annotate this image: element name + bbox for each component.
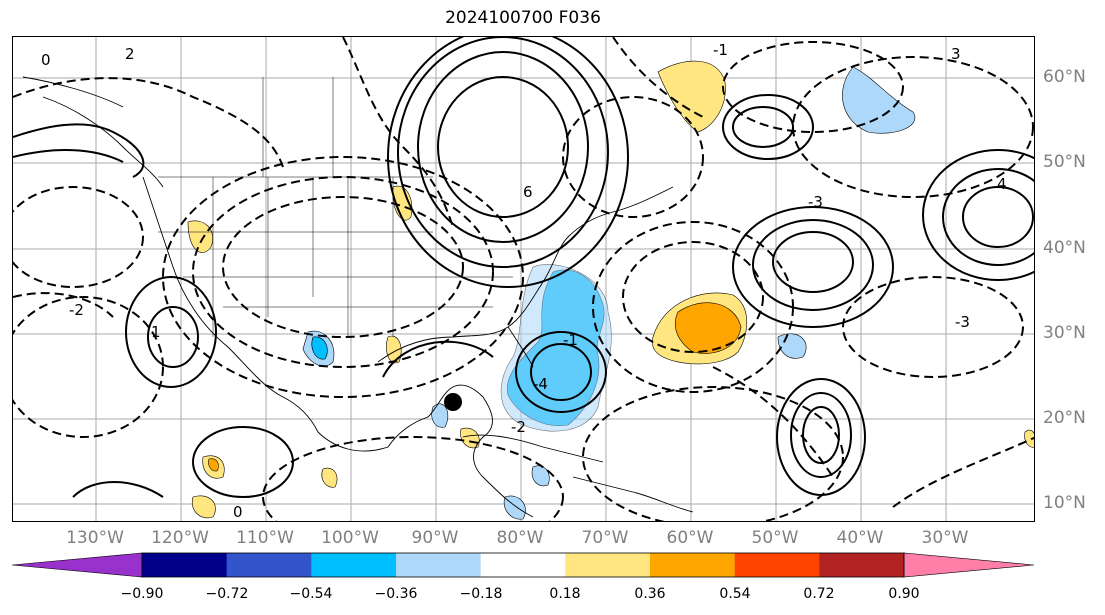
colorbar-segment [565, 553, 651, 577]
lon-label: 80°W [496, 528, 544, 548]
lon-label: 70°W [581, 528, 629, 548]
colorbar-segment [142, 553, 228, 577]
colorbar-segment [396, 553, 482, 577]
lat-label: 50°N [1043, 152, 1086, 172]
lon-label: 60°W [666, 528, 714, 548]
lat-label: 20°N [1043, 408, 1086, 428]
colorbar-segment [480, 553, 566, 577]
map-panel: 2 0 -2 -4 4 -1 1 -3 6 3 0 -2 -1 -3 [12, 36, 1035, 522]
colorbar-tick: 0.72 [803, 586, 835, 602]
lon-label: 110°W [236, 528, 294, 548]
lat-label: 10°N [1043, 493, 1086, 513]
colorbar-tick: −0.18 [459, 586, 503, 602]
lon-label: 90°W [411, 528, 459, 548]
contour-label: -1 [713, 41, 728, 59]
contour-label: 0 [233, 503, 243, 521]
contour-label: 6 [523, 183, 533, 201]
contour-label: -2 [69, 301, 84, 319]
contour-label: 3 [951, 45, 961, 63]
dashed-contours [13, 37, 1034, 521]
colorbar-tick: 0.54 [719, 586, 751, 602]
contour-label: -1 [563, 331, 578, 349]
contour-label: -3 [955, 313, 970, 331]
colorbar-over-arrow [903, 552, 1035, 578]
lon-label: 120°W [151, 528, 209, 548]
colorbar-segment [311, 553, 397, 577]
graticule [13, 37, 1034, 521]
lon-label: 30°W [921, 528, 969, 548]
colorbar-segment [734, 553, 820, 577]
colorbar-tick: −0.90 [120, 586, 164, 602]
shaded-anomalies [187, 60, 1034, 520]
colorbar-segments [142, 553, 905, 577]
contour-label: -4 [533, 375, 548, 393]
contour-label: 0 [41, 51, 51, 69]
colorbar-segment [650, 553, 736, 577]
lat-label: 30°N [1043, 323, 1086, 343]
colorbar [11, 552, 1035, 578]
colorbar-segment [226, 553, 312, 577]
political-borders [158, 77, 513, 337]
weather-map: 2 0 -2 -4 4 -1 1 -3 6 3 0 -2 -1 -3 [13, 37, 1034, 521]
solid-contours [13, 37, 1034, 498]
contour-label: -2 [511, 418, 526, 436]
contour-label: 2 [125, 45, 135, 63]
colorbar-tick: 0.36 [634, 586, 666, 602]
map-title: 2024100700 F036 [445, 8, 601, 28]
colorbar-under-arrow [11, 552, 143, 578]
contour-label: -3 [808, 193, 823, 211]
colorbar-tick: −0.54 [289, 586, 333, 602]
colorbar-segment [819, 553, 905, 577]
storm-position-marker [444, 393, 462, 411]
lon-label: 130°W [66, 528, 124, 548]
lon-label: 40°W [836, 528, 884, 548]
colorbar-tick: −0.36 [374, 586, 418, 602]
colorbar-tick: −0.72 [205, 586, 249, 602]
contour-label: 4 [997, 175, 1007, 193]
colorbar-tick: 0.18 [549, 586, 581, 602]
lat-label: 40°N [1043, 238, 1086, 258]
lat-label: 60°N [1043, 67, 1086, 87]
lon-label: 50°W [751, 528, 799, 548]
lon-label: 100°W [321, 528, 379, 548]
contour-labels: 2 0 -2 -4 4 -1 1 -3 6 3 0 -2 -1 -3 [41, 41, 1007, 521]
coastlines [22, 76, 694, 518]
contour-label: 1 [151, 323, 161, 341]
colorbar-tick: 0.90 [888, 586, 920, 602]
